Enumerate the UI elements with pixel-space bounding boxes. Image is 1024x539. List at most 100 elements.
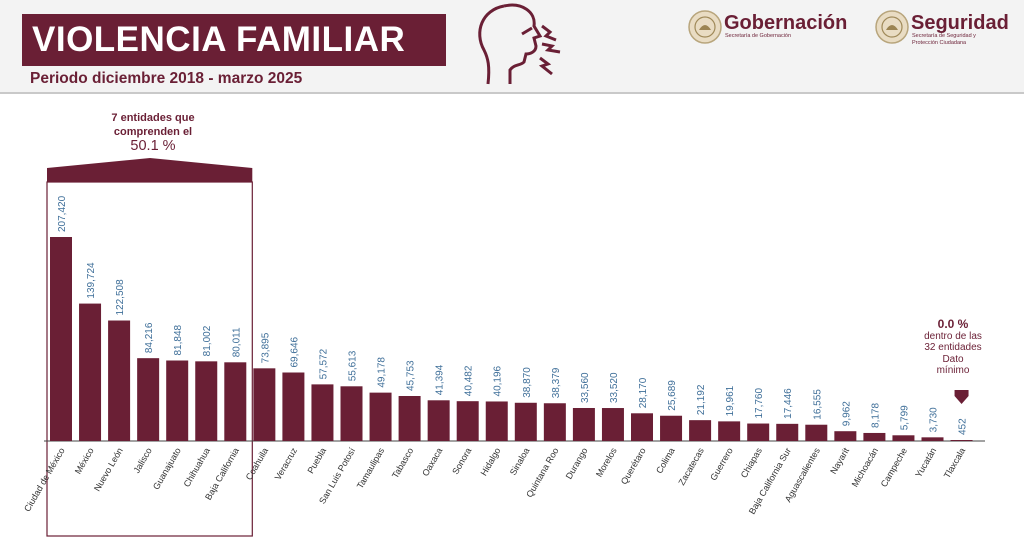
bar-3 <box>137 358 160 441</box>
bar-22 <box>689 420 712 441</box>
min-line3: Dato <box>942 353 964 365</box>
category-label-18: Durango <box>564 446 590 481</box>
bar-20 <box>631 413 653 441</box>
category-label-15: Hidalgo <box>479 446 503 477</box>
person-shouting-icon <box>478 3 561 85</box>
category-label-28: Michoacán <box>850 446 880 489</box>
value-label-3: 84,216 <box>144 322 155 353</box>
bar-17 <box>543 403 566 441</box>
category-label-8: Veracruz <box>273 446 300 482</box>
value-label-25: 17,446 <box>783 388 794 419</box>
value-label-24: 17,760 <box>754 388 765 419</box>
category-label-27: Nayarit <box>828 446 851 476</box>
bar-30 <box>921 437 944 441</box>
value-label-6: 80,011 <box>231 327 242 357</box>
category-label-19: Morelos <box>594 446 619 479</box>
category-label-5: Chihuahua <box>182 446 212 489</box>
title-banner: VIOLENCIA FAMILIAR <box>22 14 446 66</box>
group-frame <box>46 181 253 537</box>
value-label-2: 122,508 <box>115 279 126 316</box>
value-label-4: 81,848 <box>173 324 184 355</box>
category-label-30: Yucatán <box>913 446 938 479</box>
category-label-13: Oaxaca <box>420 446 444 478</box>
min-callout: 0.0 % dentro de las 32 entidades Dato mí… <box>918 317 988 377</box>
value-label-28: 8,178 <box>870 402 881 427</box>
gobernacion-name: Gobernación <box>724 12 848 34</box>
value-label-17: 38,379 <box>551 367 562 398</box>
bar-4 <box>166 360 189 441</box>
bar-5 <box>195 361 218 441</box>
gobernacion-subtitle: Secretaría de Gobernación <box>725 33 792 39</box>
category-label-9: Puebla <box>306 446 329 475</box>
value-label-0: 207,420 <box>57 195 68 232</box>
bar-13 <box>427 400 450 441</box>
value-label-11: 49,178 <box>377 357 388 388</box>
value-label-15: 40,196 <box>493 365 504 396</box>
top-group-line1: 7 entidades que <box>111 112 195 124</box>
category-label-22: Zacatecas <box>676 446 706 487</box>
mexico-seal-icon <box>688 10 722 44</box>
value-label-10: 55,613 <box>348 350 359 381</box>
bar-0 <box>50 237 72 441</box>
value-label-20: 28,170 <box>638 377 649 408</box>
bar-9 <box>311 384 334 441</box>
category-label-21: Colima <box>654 446 677 475</box>
top-group-percentage: 50.1 % <box>130 138 176 154</box>
category-label-31: Tlaxcala <box>942 446 967 480</box>
value-label-18: 33,560 <box>580 372 591 403</box>
bar-1 <box>79 303 102 441</box>
value-label-14: 40,482 <box>464 365 475 396</box>
bar-15 <box>485 401 508 441</box>
category-label-29: Campeche <box>879 446 909 489</box>
value-label-12: 45,753 <box>406 360 417 391</box>
category-label-14: Sonora <box>450 446 473 476</box>
category-label-1: México <box>73 446 96 476</box>
value-label-27: 9,962 <box>841 401 852 426</box>
value-label-21: 25,689 <box>667 380 678 411</box>
mexico-seal-icon <box>875 10 909 44</box>
value-label-9: 57,572 <box>318 348 329 379</box>
bar-29 <box>892 435 915 441</box>
header-divider <box>0 92 1024 94</box>
bar-8 <box>282 372 305 441</box>
value-label-22: 21,192 <box>696 384 707 415</box>
bar-25 <box>776 423 799 441</box>
value-label-26: 16,555 <box>812 389 823 420</box>
category-label-2: Nuevo León <box>92 446 125 493</box>
seguridad-name: Seguridad <box>911 12 1009 34</box>
seguridad-subtitle: Secretaría de Seguridad y Protección Ciu… <box>912 33 976 46</box>
bar-23 <box>718 421 741 441</box>
bar-28 <box>863 432 886 441</box>
bar-26 <box>805 424 828 441</box>
bar-11 <box>369 392 392 441</box>
value-label-1: 139,724 <box>86 262 97 299</box>
category-label-4: Guanajuato <box>151 446 183 491</box>
bar-2 <box>108 320 131 441</box>
value-label-19: 33,520 <box>609 372 620 403</box>
value-label-13: 41,394 <box>435 364 446 395</box>
value-label-16: 38,870 <box>522 367 533 398</box>
value-label-31: 452 <box>958 418 969 435</box>
category-label-20: Querétaro <box>619 446 648 486</box>
value-label-5: 81,002 <box>202 325 213 356</box>
category-label-24: Chiapas <box>739 446 764 480</box>
value-label-30: 3,730 <box>929 407 940 432</box>
category-label-12: Tabasco <box>390 446 415 480</box>
bar-16 <box>514 402 537 441</box>
bar-12 <box>398 396 421 441</box>
min-line1: dentro de las <box>924 330 982 342</box>
bar-18 <box>572 407 595 441</box>
value-label-8: 69,646 <box>289 336 300 367</box>
value-label-7: 73,895 <box>260 332 271 363</box>
category-label-7: Coahuila <box>244 446 270 482</box>
period-subtitle: Periodo diciembre 2018 - marzo 2025 <box>30 70 303 87</box>
min-arrow-icon <box>954 390 969 404</box>
min-percentage: 0.0 % <box>937 317 969 331</box>
category-label-0: Ciudad de México <box>22 446 67 513</box>
category-label-11: Tamaulipas <box>355 446 387 491</box>
min-line2: 32 entidades <box>924 342 982 353</box>
page-title: VIOLENCIA FAMILIAR <box>32 20 406 59</box>
value-label-23: 19,961 <box>725 385 736 416</box>
bar-27 <box>834 431 857 441</box>
